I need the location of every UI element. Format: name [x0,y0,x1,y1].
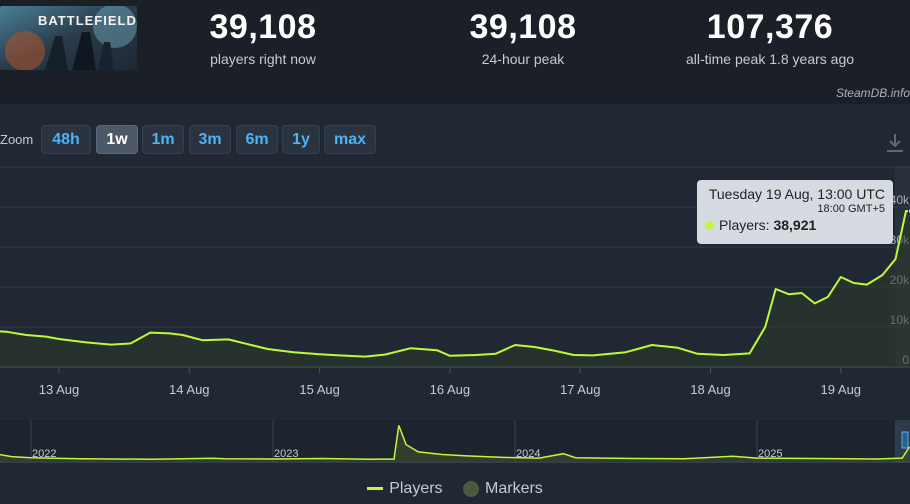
legend-item-markers[interactable]: Markers [463,480,543,498]
stat-current-players: 39,108 players right now [188,8,338,67]
series-dot-icon [705,221,714,230]
stats-header: BATTLEFIELD 39,108 players right now 39,… [0,0,910,84]
stat-value: 39,108 [469,8,577,46]
navigator-tick-label: 2024 [516,448,540,460]
zoom-6m-button[interactable]: 6m [236,125,278,154]
navigator-handle-icon [901,431,909,449]
navigator-line [0,425,910,460]
zoom-1w-button[interactable]: 1w [96,125,138,154]
stat-label: 24-hour peak [481,51,565,67]
chart-tooltip: Tuesday 19 Aug, 13:00 UTC 18:00 GMT+5 Pl… [697,180,893,244]
marker-swatch-icon [463,480,480,497]
stat-value: 107,376 [706,8,834,46]
legend-label: Players [389,480,443,497]
legend-item-players[interactable]: Players [367,480,443,498]
x-tick-label: 15 Aug [299,382,340,397]
stat-all-time-peak: 107,376 all-time peak 1.8 years ago [680,8,860,67]
navigator-tick-label: 2023 [274,448,298,460]
stat-value: 39,108 [209,8,317,46]
x-tick-label: 18 Aug [690,382,731,397]
tooltip-title: Tuesday 19 Aug, 13:00 UTC [708,186,885,202]
tooltip-value: 38,921 [773,217,817,233]
navigator-tick-label: 2022 [32,448,56,460]
download-icon[interactable] [884,132,906,154]
zoom-1m-button[interactable]: 1m [142,125,184,154]
legend-label: Markers [485,480,543,497]
game-thumbnail[interactable]: BATTLEFIELD [0,6,137,70]
x-tick-label: 16 Aug [430,382,471,397]
line-swatch-icon [367,487,384,491]
x-tick-label: 13 Aug [39,382,80,397]
game-cover-art [0,6,137,70]
stat-label: players right now [210,51,316,67]
navigator-tick-label: 2025 [758,448,782,460]
players-area [0,211,910,367]
zoom-3m-button[interactable]: 3m [189,125,231,154]
tooltip-row: Players: 38,921 [705,217,885,233]
players-line [0,210,910,358]
chart-legend: Players Markers [0,480,910,498]
x-tick-label: 14 Aug [169,382,210,397]
x-tick-label: 17 Aug [560,382,601,397]
zoom-max-button[interactable]: max [324,125,376,154]
zoom-label: Zoom [0,132,34,147]
stat-24h-peak: 39,108 24-hour peak [448,8,598,67]
stat-label: all-time peak 1.8 years ago [685,51,855,67]
zoom-1y-button[interactable]: 1y [282,125,320,154]
chart-credit[interactable]: SteamDB.info [835,86,910,100]
game-title-text: BATTLEFIELD [38,13,137,28]
x-tick-label: 19 Aug [821,382,862,397]
zoom-48h-button[interactable]: 48h [41,125,91,154]
tooltip-series-label: Players: [719,217,770,233]
tooltip-subtitle: 18:00 GMT+5 [817,203,885,215]
y-tick-label: 40k [890,193,910,207]
